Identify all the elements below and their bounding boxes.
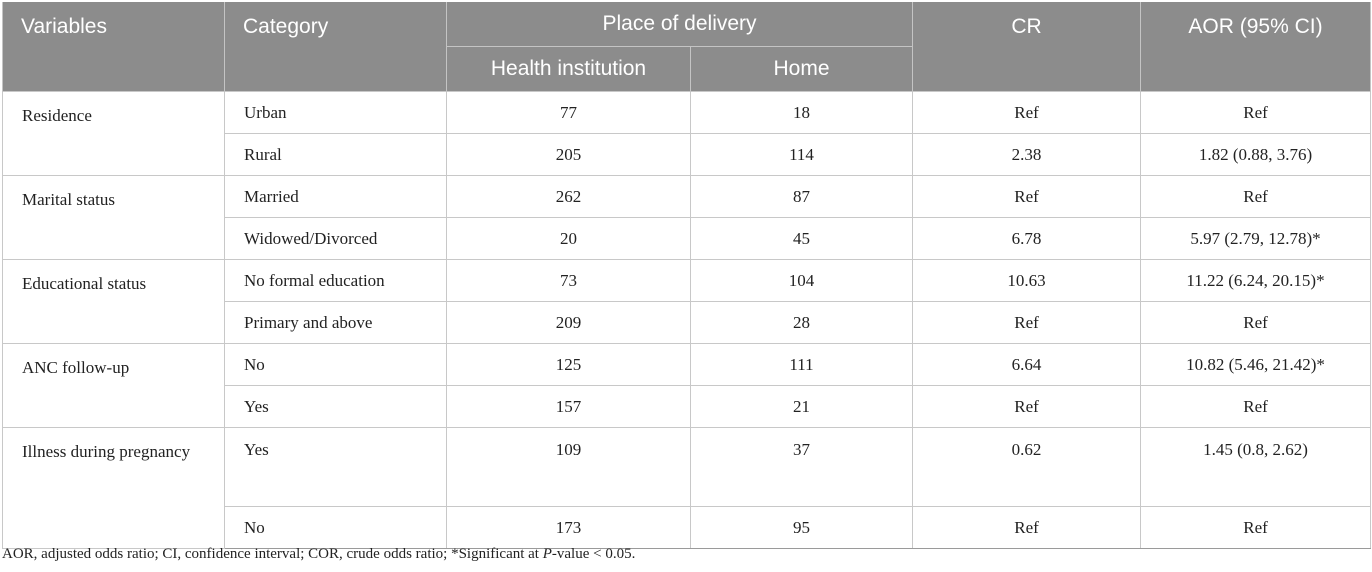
category-cell: Primary and above: [224, 301, 447, 344]
aor-cell: Ref: [1140, 385, 1372, 428]
health-cell: 109: [446, 427, 691, 507]
subheader-row: Health institution Home: [3, 46, 1371, 92]
cr-cell: 6.64: [912, 343, 1142, 386]
data-table: Variables Category Place of delivery CR …: [2, 2, 1372, 549]
cr-cell: 6.78: [912, 217, 1142, 260]
cr-cell: Ref: [912, 91, 1142, 134]
category-cell: Married: [224, 175, 447, 218]
footnote-tail: -value < 0.05.: [551, 546, 636, 562]
aor-cell: Ref: [1140, 506, 1372, 549]
category-cell: Yes: [224, 427, 447, 507]
health-cell: 205: [446, 133, 691, 176]
home-cell: 28: [689, 301, 914, 344]
cr-cell: Ref: [912, 175, 1142, 218]
variable-cell: Educational status: [2, 259, 225, 344]
header-category: Category: [224, 2, 447, 92]
aor-cell: 1.45 (0.8, 2.62): [1140, 427, 1372, 507]
table-row: Rural 205 114 2.38 1.82 (0.88, 3.76): [3, 133, 1372, 176]
category-cell: Yes: [224, 385, 447, 428]
table-row: Educational status No formal education 7…: [2, 259, 1372, 344]
header-health-institution: Health institution: [446, 46, 691, 92]
table-row: Marital status Married 262 87 Ref Ref: [2, 175, 1372, 260]
table-row: Illness during pregnancy Yes 109 37 0.62…: [2, 427, 1372, 549]
table-row: Residence Urban 77 18 Ref Ref: [2, 91, 1372, 176]
category-cell: Rural: [224, 133, 447, 176]
cr-cell: Ref: [912, 301, 1142, 344]
home-cell: 95: [689, 506, 914, 549]
footnote-text: AOR, adjusted odds ratio; CI, confidence…: [2, 546, 543, 562]
home-cell: 104: [689, 259, 914, 302]
aor-cell: 11.22 (6.24, 20.15)*: [1140, 259, 1372, 302]
category-cell: No: [224, 343, 447, 386]
health-cell: 157: [446, 385, 691, 428]
header-row: Variables Category Place of delivery CR …: [2, 2, 1372, 92]
table-row: Yes 157 21 Ref Ref: [3, 385, 1372, 428]
header-cr: CR: [912, 2, 1142, 92]
home-cell: 87: [689, 175, 914, 218]
cr-cell: Ref: [912, 506, 1142, 549]
home-cell: 37: [689, 427, 914, 507]
table-row: ANC follow-up No 125 111 6.64 10.82 (5.4…: [2, 343, 1372, 428]
home-cell: 18: [689, 91, 914, 134]
health-cell: 262: [446, 175, 691, 218]
aor-cell: 1.82 (0.88, 3.76): [1140, 133, 1372, 176]
cr-cell: Ref: [912, 385, 1142, 428]
header-place-of-delivery: Place of delivery: [445, 2, 914, 47]
table-row: No 173 95 Ref Ref: [3, 506, 1372, 549]
home-cell: 21: [689, 385, 914, 428]
table-container: Variables Category Place of delivery CR …: [2, 2, 1372, 549]
health-cell: 173: [446, 506, 691, 549]
header-aor: AOR (95% CI): [1140, 2, 1372, 92]
aor-cell: 5.97 (2.79, 12.78)*: [1140, 217, 1372, 260]
health-cell: 73: [446, 259, 691, 302]
header-variables: Variables: [2, 2, 225, 92]
category-cell: Widowed/Divorced: [224, 217, 447, 260]
aor-cell: Ref: [1140, 175, 1372, 218]
category-cell: Urban: [224, 91, 447, 134]
health-cell: 125: [446, 343, 691, 386]
cr-cell: 10.63: [912, 259, 1142, 302]
category-cell: No formal education: [224, 259, 447, 302]
health-cell: 209: [446, 301, 691, 344]
aor-cell: Ref: [1140, 301, 1372, 344]
health-cell: 20: [446, 217, 691, 260]
health-cell: 77: [446, 91, 691, 134]
category-cell: No: [224, 506, 447, 549]
variable-cell: Illness during pregnancy: [2, 427, 225, 549]
cr-cell: 0.62: [912, 427, 1142, 507]
home-cell: 111: [689, 343, 914, 386]
variable-cell: ANC follow-up: [2, 343, 225, 428]
aor-cell: 10.82 (5.46, 21.42)*: [1140, 343, 1372, 386]
aor-cell: Ref: [1140, 91, 1372, 134]
footnote-p: P: [542, 546, 552, 562]
variable-cell: Residence: [2, 91, 225, 176]
table-row: Primary and above 209 28 Ref Ref: [3, 301, 1372, 344]
home-cell: 45: [689, 217, 914, 260]
variable-cell: Marital status: [2, 175, 225, 260]
cr-cell: 2.38: [912, 133, 1142, 176]
header-home: Home: [689, 46, 914, 92]
home-cell: 114: [689, 133, 914, 176]
table-footnote: AOR, adjusted odds ratio; CI, confidence…: [2, 546, 635, 563]
